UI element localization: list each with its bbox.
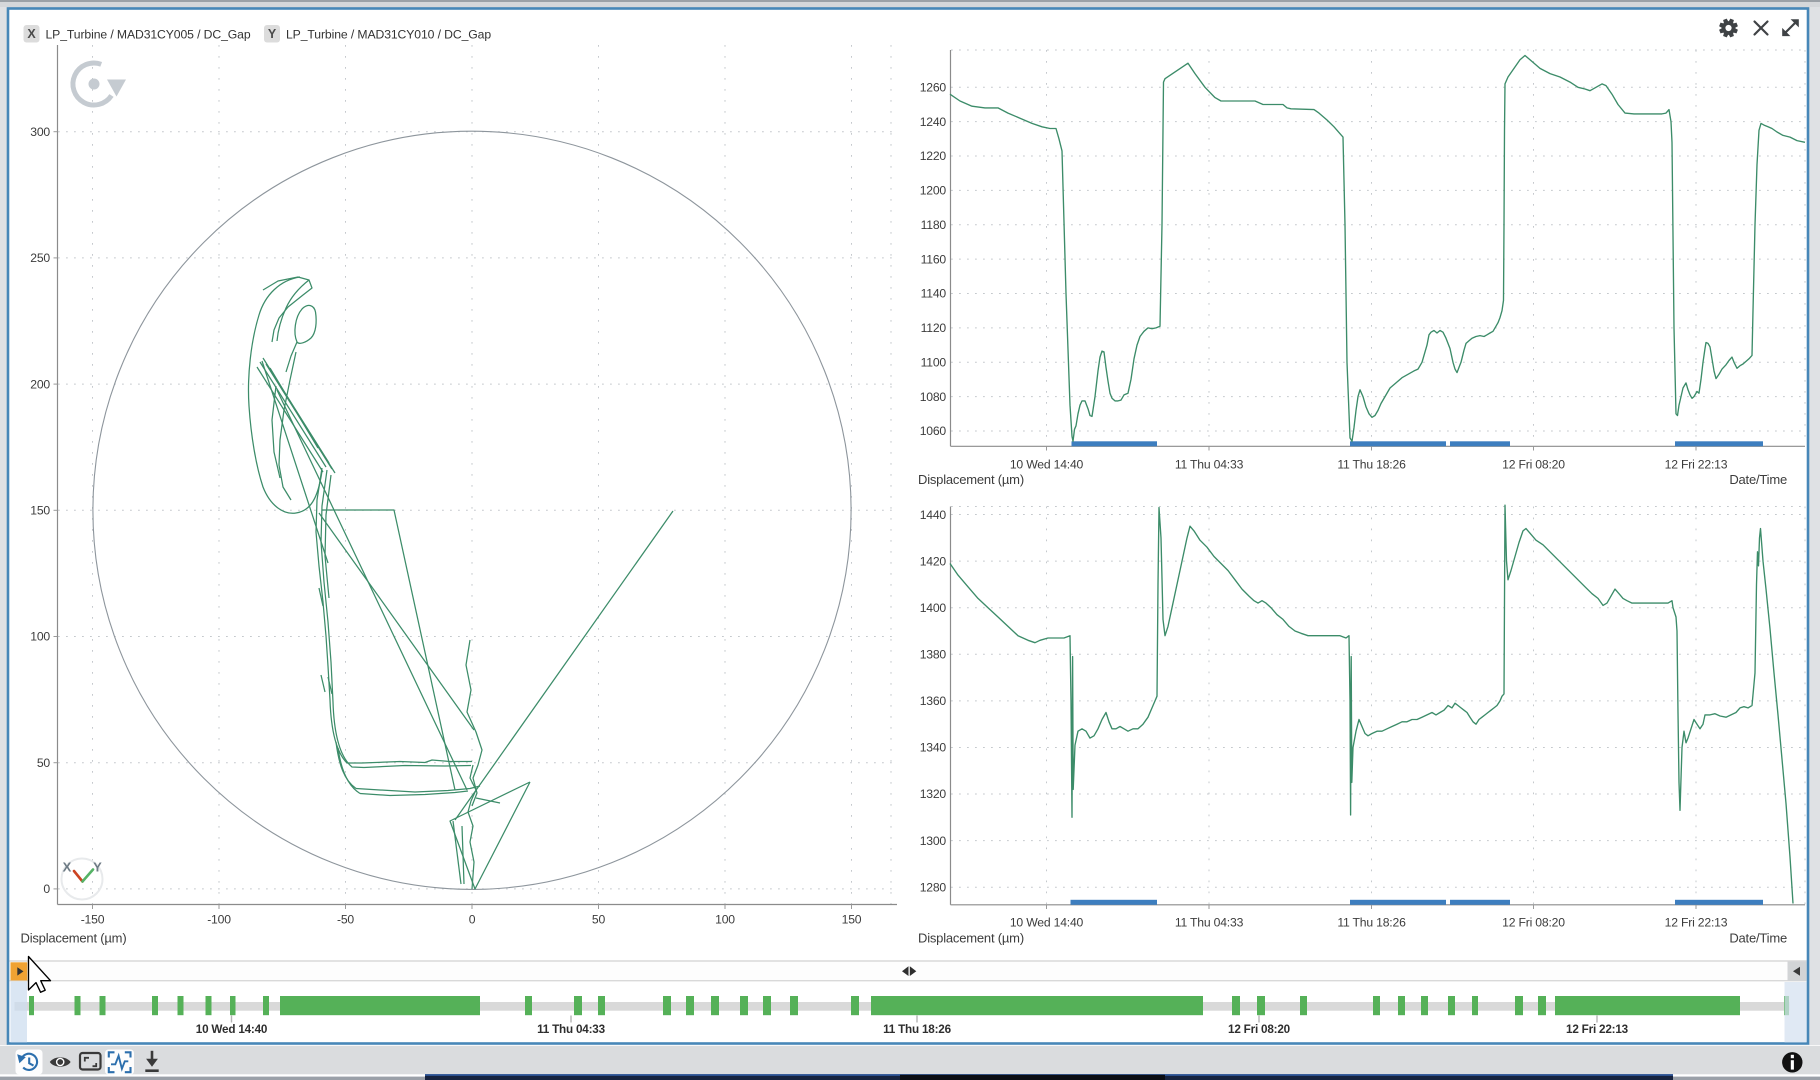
svg-text:150: 150 [30, 504, 50, 518]
svg-text:Displacement (µm): Displacement (µm) [21, 931, 127, 946]
svg-text:LP_Turbine / MAD31CY010 / DC_G: LP_Turbine / MAD31CY010 / DC_Gap [286, 28, 491, 42]
svg-text:300: 300 [30, 125, 50, 139]
svg-text:X: X [27, 27, 36, 41]
svg-text:LP_Turbine / MAD31CY005 / DC_G: LP_Turbine / MAD31CY005 / DC_Gap [46, 28, 251, 42]
svg-text:Displacement (µm): Displacement (µm) [918, 472, 1024, 487]
svg-text:1220: 1220 [920, 149, 947, 163]
svg-text:0: 0 [469, 913, 476, 927]
svg-text:10 Wed 14:40: 10 Wed 14:40 [1010, 458, 1084, 472]
svg-text:200: 200 [30, 377, 50, 391]
svg-text:12 Fri 08:20: 12 Fri 08:20 [1502, 916, 1565, 930]
svg-text:1060: 1060 [920, 424, 947, 438]
svg-text:12 Fri 08:20: 12 Fri 08:20 [1502, 458, 1565, 472]
svg-text:11 Thu 04:33: 11 Thu 04:33 [1175, 916, 1244, 930]
svg-text:Y: Y [93, 860, 102, 875]
svg-text:10 Wed 14:40: 10 Wed 14:40 [196, 1023, 268, 1036]
svg-text:1080: 1080 [920, 390, 947, 404]
svg-text:1400: 1400 [920, 601, 947, 615]
svg-text:1320: 1320 [920, 787, 947, 801]
svg-text:12 Fri 08:20: 12 Fri 08:20 [1228, 1023, 1291, 1036]
svg-text:150: 150 [842, 913, 862, 927]
svg-text:1100: 1100 [921, 356, 947, 370]
svg-text:100: 100 [715, 913, 735, 927]
svg-text:0: 0 [43, 882, 50, 896]
svg-text:12 Fri 22:13: 12 Fri 22:13 [1665, 458, 1728, 472]
svg-text:1160: 1160 [921, 252, 947, 266]
svg-text:Date/Time: Date/Time [1729, 472, 1787, 487]
svg-text:11 Thu 18:26: 11 Thu 18:26 [1337, 916, 1406, 930]
svg-text:-150: -150 [81, 913, 105, 927]
svg-text:50: 50 [37, 756, 51, 770]
svg-text:1300: 1300 [920, 834, 947, 848]
svg-text:1240: 1240 [920, 115, 947, 129]
svg-text:1140: 1140 [921, 287, 947, 301]
svg-text:11 Thu 18:26: 11 Thu 18:26 [1337, 458, 1406, 472]
svg-text:11 Thu 04:33: 11 Thu 04:33 [1175, 458, 1244, 472]
svg-text:Y: Y [268, 27, 277, 41]
svg-text:250: 250 [30, 251, 50, 265]
svg-text:1180: 1180 [921, 218, 947, 232]
svg-text:1260: 1260 [920, 81, 947, 95]
svg-text:-50: -50 [337, 913, 354, 927]
svg-text:12 Fri 22:13: 12 Fri 22:13 [1566, 1023, 1629, 1036]
svg-text:12 Fri 22:13: 12 Fri 22:13 [1665, 916, 1728, 930]
svg-text:1440: 1440 [920, 508, 947, 522]
svg-text:Date/Time: Date/Time [1729, 931, 1787, 946]
svg-text:11 Thu 04:33: 11 Thu 04:33 [537, 1023, 605, 1036]
svg-text:50: 50 [592, 913, 606, 927]
svg-text:1360: 1360 [920, 694, 947, 708]
svg-text:1280: 1280 [920, 880, 947, 894]
svg-text:1420: 1420 [920, 554, 947, 568]
svg-text:100: 100 [30, 630, 50, 644]
svg-text:1380: 1380 [920, 648, 947, 662]
svg-text:X: X [63, 860, 72, 875]
svg-text:10 Wed 14:40: 10 Wed 14:40 [1010, 916, 1084, 930]
svg-text:1200: 1200 [920, 184, 947, 198]
svg-text:1340: 1340 [920, 741, 947, 755]
svg-text:11 Thu 18:26: 11 Thu 18:26 [883, 1023, 951, 1036]
svg-text:1120: 1120 [921, 321, 947, 335]
svg-text:Displacement (µm): Displacement (µm) [918, 931, 1024, 946]
svg-text:-100: -100 [207, 913, 231, 927]
